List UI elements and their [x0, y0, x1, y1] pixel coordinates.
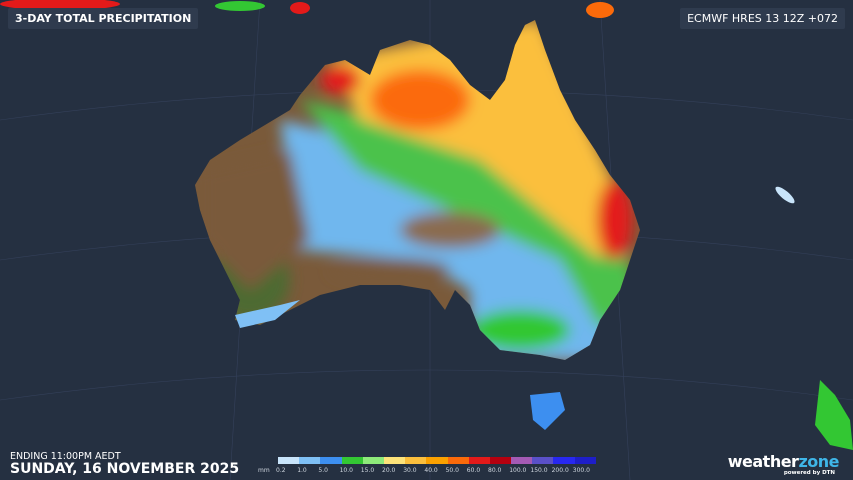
- legend-tick: 1.0: [297, 467, 307, 474]
- legend-swatch: [320, 457, 342, 464]
- legend-swatch: [383, 457, 406, 464]
- precipitation-legend: mm 0.2 1.0 5.0 10.0 15.0 20.0 30.0 40.0 50.0 60.0 8…: [258, 457, 596, 477]
- legend-tick: 60.0: [466, 467, 481, 474]
- legend-tick: 80.0: [488, 467, 502, 474]
- legend-unit: mm: [258, 467, 270, 474]
- weatherzone-logo: weatherzone: [727, 452, 840, 471]
- legend-swatch: [278, 457, 300, 464]
- legend-swatch: [405, 457, 427, 464]
- legend-tick: 300.0: [572, 467, 590, 474]
- model-run-label: ECMWF HRES 13 12Z +072: [680, 8, 845, 29]
- islands-north: [0, 0, 795, 204]
- tasmania: [530, 392, 565, 430]
- australia-landmass: [195, 20, 640, 430]
- legend-tick: 100.0: [509, 467, 527, 474]
- legend-swatch: [362, 457, 384, 464]
- legend-tick: 200.0: [551, 467, 569, 474]
- legend-swatch: [553, 457, 575, 464]
- powered-by: powered by DTN: [783, 470, 835, 476]
- legend-tick: 20.0: [382, 467, 396, 474]
- new-zealand: [815, 380, 853, 450]
- legend-swatch: [532, 457, 554, 464]
- legend-swatch: [489, 457, 512, 464]
- legend-tick: 150.0: [530, 467, 548, 474]
- forecast-date: SUNDAY, 16 NOVEMBER 2025: [10, 461, 240, 477]
- legend-tick: 40.0: [424, 467, 438, 474]
- legend-swatch: [341, 457, 363, 464]
- legend-swatch: [299, 457, 321, 464]
- legend-tick: 0.2: [276, 467, 286, 474]
- legend-swatch: [426, 457, 448, 464]
- map-title: 3-DAY TOTAL PRECIPITATION: [8, 8, 199, 29]
- legend-tick: 10.0: [339, 467, 353, 474]
- ending-time: ENDING 11:00PM AEDT: [10, 451, 121, 462]
- legend-tick: 30.0: [403, 467, 417, 474]
- legend-swatch: [574, 457, 596, 464]
- legend-tick: 15.0: [360, 467, 375, 474]
- legend-tick: 5.0: [318, 467, 328, 474]
- legend-tick: 50.0: [445, 467, 459, 474]
- legend-swatch: [447, 457, 469, 464]
- legend-swatch: [511, 457, 533, 464]
- legend-swatch: [468, 457, 490, 464]
